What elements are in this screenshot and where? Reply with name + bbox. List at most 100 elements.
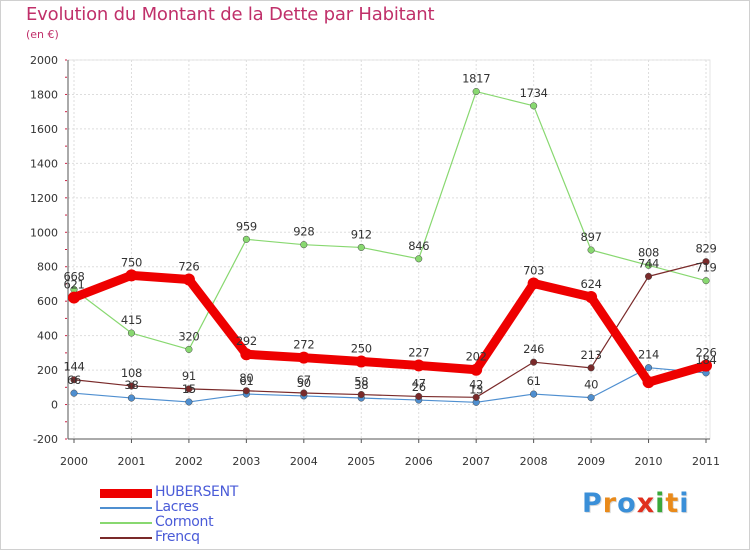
legend-swatch xyxy=(100,488,152,498)
data-point-hubersent xyxy=(355,355,368,368)
data-point-cormont xyxy=(702,277,710,285)
data-label: 144 xyxy=(63,360,84,374)
data-point-lacres xyxy=(587,394,595,402)
legend-swatch xyxy=(100,537,152,539)
data-label: 58 xyxy=(354,375,368,389)
data-point-lacres xyxy=(127,394,136,402)
logo-letter: t xyxy=(665,488,680,519)
data-point-lacres xyxy=(185,398,193,406)
x-tick-label: 2011 xyxy=(692,455,720,468)
y-tick-label: 1600 xyxy=(30,123,58,136)
legend-item: HUBERSENT xyxy=(100,485,300,500)
y-tick-label: 600 xyxy=(37,295,58,308)
data-point-frencq xyxy=(357,391,365,399)
logo-letter: x xyxy=(636,488,656,519)
logo-letter: P xyxy=(582,488,603,519)
data-label: 214 xyxy=(638,348,659,362)
data-label: 61 xyxy=(527,374,541,388)
data-point-hubersent xyxy=(585,291,598,304)
legend-label: Cormont xyxy=(155,514,214,530)
chart-title: Evolution du Montant de la Dette par Hab… xyxy=(26,4,435,25)
data-point-frencq xyxy=(530,358,538,366)
data-label: 959 xyxy=(236,219,257,233)
data-point-hubersent xyxy=(182,273,195,286)
legend-item: Cormont xyxy=(100,515,300,530)
data-label: 272 xyxy=(293,338,314,352)
legend-swatch xyxy=(100,507,152,509)
data-point-cormont xyxy=(242,235,250,243)
data-label: 621 xyxy=(63,278,84,292)
data-point-cormont xyxy=(415,255,423,263)
data-label: 668 xyxy=(63,269,84,283)
data-label: 26 xyxy=(412,380,426,394)
data-label: 47 xyxy=(412,376,426,390)
y-tick-label: 1800 xyxy=(30,88,58,101)
data-point-frencq xyxy=(300,389,308,397)
x-tick-label: 2010 xyxy=(635,455,663,468)
x-tick-label: 2001 xyxy=(117,455,145,468)
data-point-frencq xyxy=(702,258,710,266)
data-label: 184 xyxy=(695,353,716,367)
data-label: 928 xyxy=(293,225,314,239)
data-label: 40 xyxy=(584,378,598,392)
grid xyxy=(67,59,711,440)
legend-label: Lacres xyxy=(155,499,199,515)
data-label: 897 xyxy=(581,230,602,244)
data-point-lacres xyxy=(530,390,538,398)
data-label: 108 xyxy=(121,366,142,380)
x-tick-label: 2009 xyxy=(577,455,605,468)
data-point-hubersent xyxy=(642,376,655,389)
data-point-hubersent xyxy=(700,359,712,372)
data-point-lacres xyxy=(644,364,653,372)
x-tick-label: 2007 xyxy=(462,455,490,468)
data-point-frencq xyxy=(185,385,193,393)
data-label: 91 xyxy=(182,369,196,383)
logo-letter: i xyxy=(679,488,690,519)
y-tick-label: 1000 xyxy=(30,226,58,239)
legend-swatch xyxy=(100,522,152,524)
data-label: 15 xyxy=(182,382,196,396)
data-label: 1734 xyxy=(520,86,548,100)
data-label: 38 xyxy=(354,378,368,392)
data-label: 624 xyxy=(581,277,602,291)
data-label: 246 xyxy=(523,342,544,356)
series-line-frencq xyxy=(73,261,707,398)
series-line-cormont xyxy=(73,90,707,351)
data-label: 61 xyxy=(239,374,253,388)
data-label: 292 xyxy=(236,334,257,348)
data-label: 719 xyxy=(695,261,716,275)
x-tick-label: 2003 xyxy=(232,455,260,468)
logo-letter: o xyxy=(617,488,637,519)
legend-label: Frencq xyxy=(155,529,200,545)
data-point-hubersent xyxy=(125,269,138,282)
data-label: 829 xyxy=(695,242,716,256)
data-label: 320 xyxy=(178,329,199,343)
data-point-cormont xyxy=(587,246,595,254)
data-label: 846 xyxy=(408,239,429,253)
data-label: 912 xyxy=(351,227,372,241)
x-tick-label: 2006 xyxy=(405,455,433,468)
data-label: 415 xyxy=(121,313,142,327)
data-label: 67 xyxy=(297,373,311,387)
data-point-frencq xyxy=(242,387,250,395)
data-point-hubersent xyxy=(412,359,425,372)
legend-item: Lacres xyxy=(100,500,300,515)
data-label: 250 xyxy=(351,341,372,355)
data-label: 226 xyxy=(695,346,716,360)
data-point-cormont xyxy=(127,329,136,337)
data-point-frencq xyxy=(644,272,653,280)
data-label: 80 xyxy=(239,371,253,385)
y-tick-label: 200 xyxy=(37,364,58,377)
x-tick-label: 2004 xyxy=(290,455,318,468)
data-label: 42 xyxy=(469,377,483,391)
data-point-hubersent xyxy=(297,351,310,364)
y-tick-label: -200 xyxy=(33,433,58,446)
data-point-hubersent xyxy=(527,277,540,290)
legend: HUBERSENT Lacres Cormont Frencq xyxy=(100,485,300,545)
data-label: 213 xyxy=(581,348,602,362)
data-point-cormont xyxy=(644,261,653,269)
data-point-hubersent xyxy=(68,291,80,304)
data-label: 227 xyxy=(408,345,429,359)
data-point-lacres xyxy=(70,389,78,397)
data-point-cormont xyxy=(357,243,365,251)
